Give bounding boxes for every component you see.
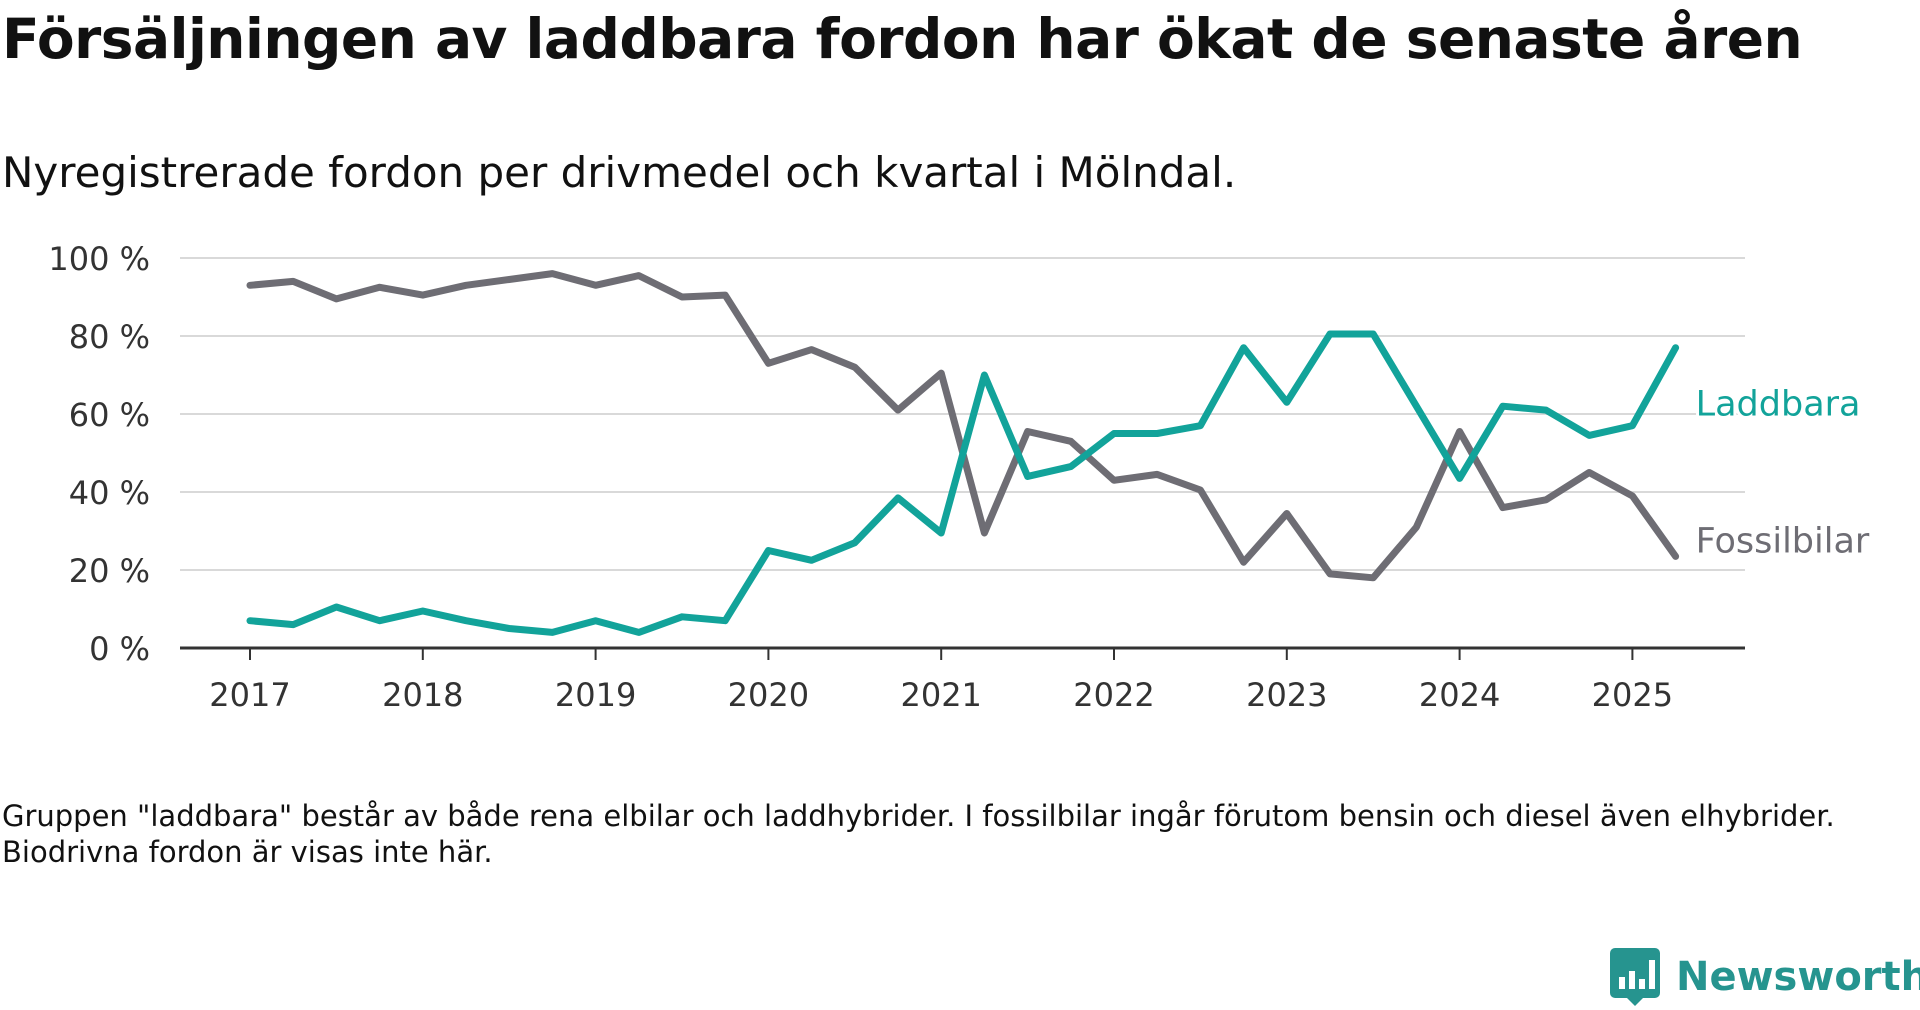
y-tick-label: 60 % [69,396,150,434]
series-label-fossilbilar: Fossilbilar [1696,521,1870,561]
y-tick-label: 80 % [69,318,150,356]
series-label-laddbara: Laddbara [1696,385,1861,425]
series-labels: Laddbara Fossilbilar [1693,382,1873,565]
y-tick-label: 100 % [48,240,150,278]
chart-title: Försäljningen av laddbara fordon har öka… [2,7,1803,71]
gridlines [180,257,1745,571]
x-tick-label: 2023 [1246,676,1327,714]
bar-chart-icon [1610,948,1660,1006]
x-tick-label: 2019 [555,676,636,714]
brand-logo: Newsworthy [1610,948,1920,1006]
brand-name: Newsworthy [1676,954,1920,1000]
y-axis: 0 % 20 % 40 % 60 % 80 % 100 % [48,240,150,668]
footnote: Gruppen "laddbara" består av både rena e… [2,799,1835,870]
line-chart: 0 % 20 % 40 % 60 % 80 % 100 % 2017 2018 2019 202… [48,240,1873,714]
y-tick-label: 0 % [89,630,150,668]
x-tick-label: 2024 [1419,676,1500,714]
x-tick-label: 2022 [1073,676,1154,714]
x-tick-label: 2021 [900,676,981,714]
x-tick-label: 2020 [728,676,809,714]
x-tick-label: 2025 [1592,676,1673,714]
y-tick-label: 40 % [69,474,150,512]
y-tick-label: 20 % [69,552,150,590]
chart-subtitle: Nyregistrerade fordon per drivmedel och … [2,148,1237,197]
x-tick-label: 2018 [382,676,463,714]
series-lines [246,270,1680,636]
x-axis: 2017 2018 2019 2020 2021 2022 2023 2024 2025 [180,646,1745,714]
series-line-laddbara [246,330,1680,636]
x-tick-label: 2017 [209,676,290,714]
series-line-fossilbilar [246,270,1680,582]
